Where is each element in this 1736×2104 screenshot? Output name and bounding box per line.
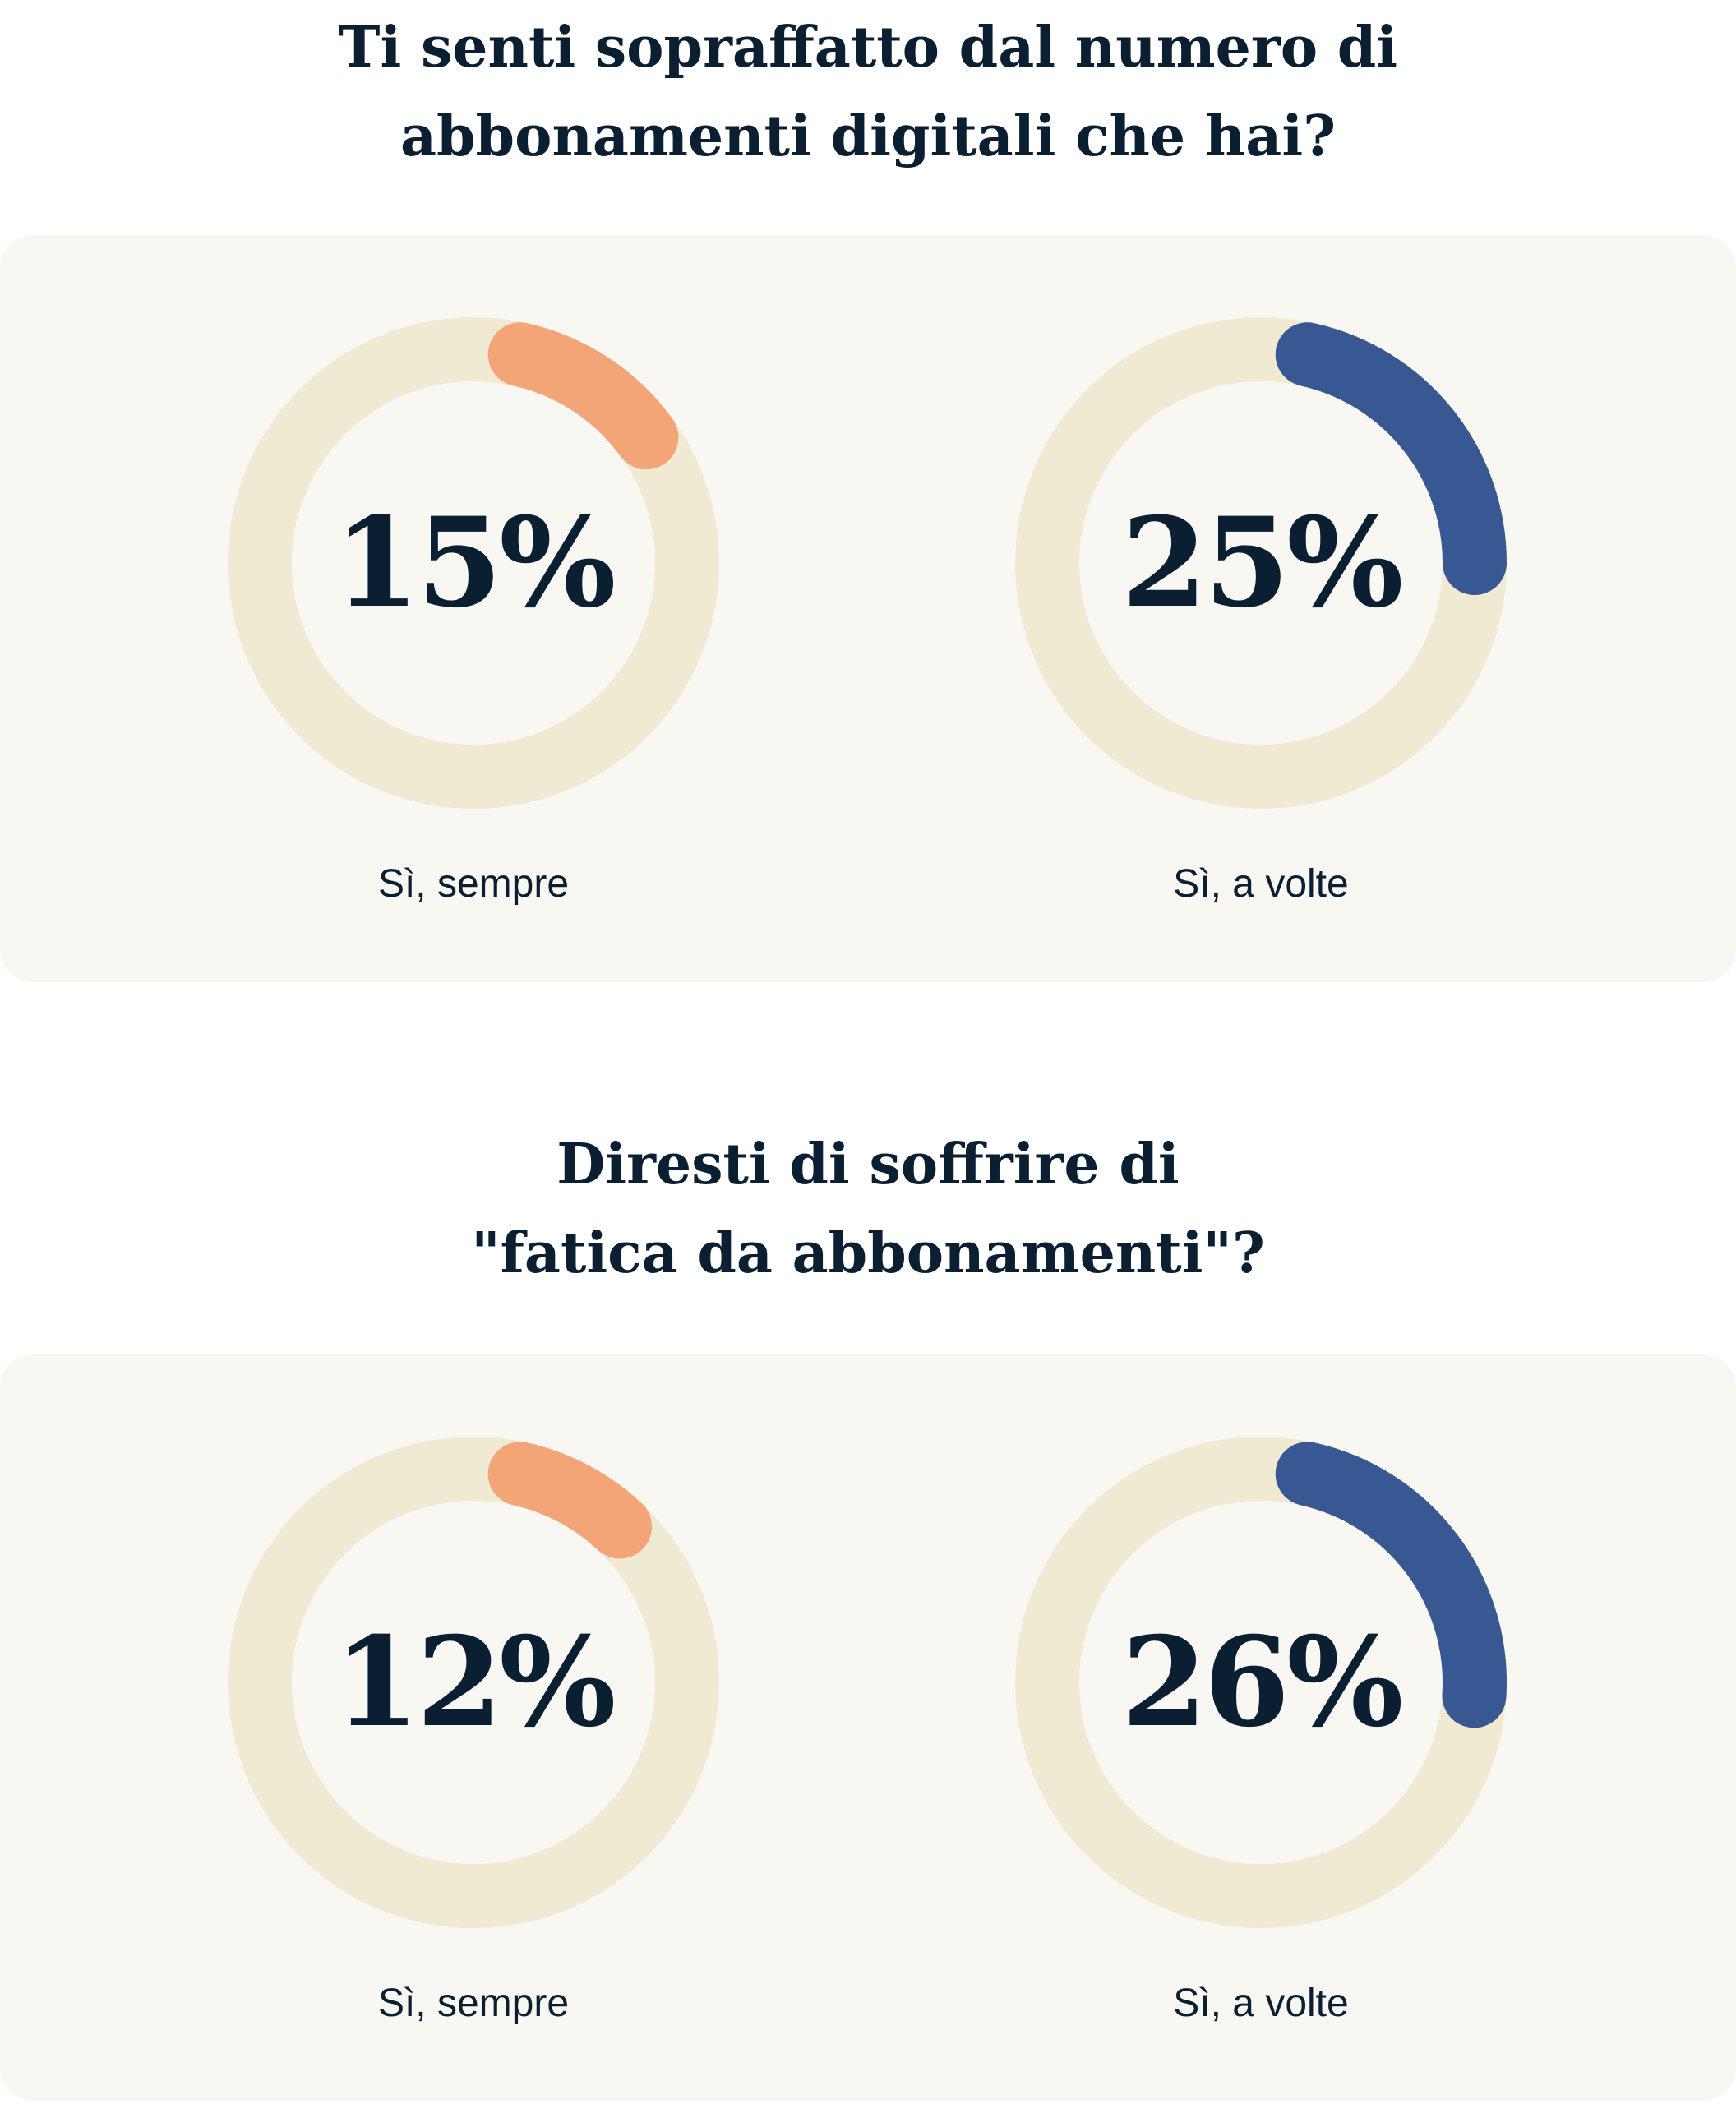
donut-value-arc (1275, 322, 1507, 595)
chart-title-1: Ti senti sopraffatto dal numero di abbon… (0, 3, 1736, 181)
donut-svg (228, 1437, 719, 1928)
donut-1-1: 26% (1006, 1428, 1516, 1937)
donut-value-arc (1275, 1442, 1507, 1728)
percent-value: 15% (334, 491, 616, 635)
percent-value: 12% (334, 1610, 616, 1755)
donut-label: Sì, sempre (377, 862, 570, 906)
title-line: abbonamenti digitali che hai? (399, 104, 1337, 169)
donut-track (228, 1437, 719, 1928)
donut-svg (1015, 1437, 1507, 1928)
percent-value: 25% (1121, 491, 1403, 635)
chart-panel-1: 15% 25% Sì, sempre Sì, a volte (0, 235, 1736, 982)
title-line: Diresti di soffrire di (556, 1132, 1180, 1197)
donut-0-0: 15% (219, 308, 728, 818)
chart-title-2: Diresti di soffrire di "fatica da abbona… (0, 1120, 1736, 1298)
donut-track (228, 317, 719, 809)
percent-value: 26% (1121, 1610, 1403, 1755)
donut-svg (228, 317, 719, 809)
donut-svg (1015, 317, 1507, 809)
donut-label: Sì, a volte (1173, 1982, 1349, 2025)
donut-1-0: 12% (219, 1428, 728, 1937)
donut-label: Sì, a volte (1173, 862, 1349, 906)
title-line: "fatica da abbonamenti"? (471, 1220, 1265, 1286)
donut-label: Sì, sempre (377, 1982, 570, 2025)
donut-value-arc (487, 322, 679, 470)
chart-panel-2: 12% 26% Sì, sempre Sì, a volte (0, 1354, 1736, 2101)
donut-value-arc (487, 1442, 652, 1559)
donut-0-1: 25% (1006, 308, 1516, 818)
title-line: Ti senti sopraffatto dal numero di (338, 15, 1398, 81)
